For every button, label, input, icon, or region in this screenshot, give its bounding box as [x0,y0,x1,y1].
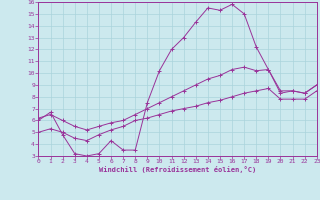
X-axis label: Windchill (Refroidissement éolien,°C): Windchill (Refroidissement éolien,°C) [99,166,256,173]
